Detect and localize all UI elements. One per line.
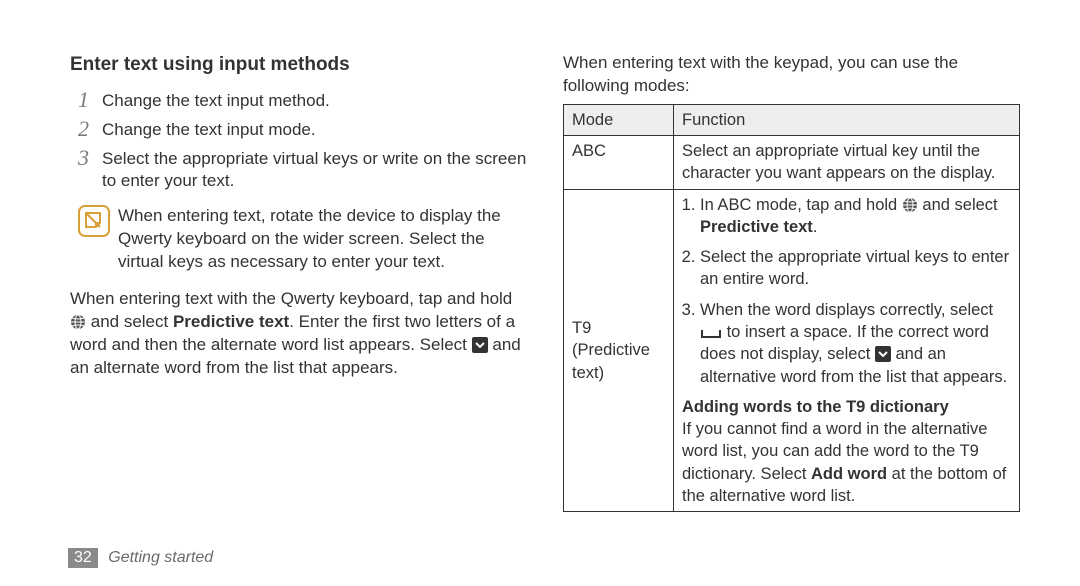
text-fragment: and select: [922, 196, 997, 214]
content-columns: Enter text using input methods 1 Change …: [70, 52, 1020, 512]
table-row: ABC Select an appropriate virtual key un…: [564, 136, 1020, 190]
step-text: Change the text input mode.: [102, 117, 527, 142]
text-fragment: When the word displays correctly, select: [700, 301, 993, 319]
t9-adding-block: Adding words to the T9 dictionary If you…: [682, 396, 1011, 507]
step-row: 3 Select the appropriate virtual keys or…: [70, 146, 527, 194]
chevron-down-icon: [472, 337, 488, 353]
chevron-down-icon: [875, 346, 891, 362]
list-item: Select the appropriate virtual keys to e…: [700, 246, 1011, 291]
cell-mode: ABC: [564, 136, 674, 190]
footer-section: Getting started: [108, 549, 213, 566]
left-column: Enter text using input methods 1 Change …: [70, 52, 527, 512]
t9-adding-heading: Adding words to the T9 dictionary: [682, 398, 949, 416]
step-row: 1 Change the text input method.: [70, 88, 527, 113]
qwerty-paragraph: When entering text with the Qwerty keybo…: [70, 288, 527, 380]
cell-func: Select an appropriate virtual key until …: [674, 136, 1020, 190]
text-fragment: When entering text with the Qwerty keybo…: [70, 289, 512, 308]
section-heading: Enter text using input methods: [70, 52, 527, 78]
modes-table: Mode Function ABC Select an appropriate …: [563, 104, 1020, 512]
cell-func: In ABC mode, tap and hold and select Pre…: [674, 189, 1020, 511]
step-text: Select the appropriate virtual keys or w…: [102, 146, 527, 194]
modes-intro: When entering text with the keypad, you …: [563, 52, 1020, 98]
step-number: 1: [78, 88, 102, 112]
step-text: Change the text input method.: [102, 88, 527, 113]
cell-mode: T9 (Predictive text): [564, 189, 674, 511]
globe-icon: [902, 197, 918, 213]
note-callout: When entering text, rotate the device to…: [78, 201, 527, 278]
note-text: When entering text, rotate the device to…: [118, 205, 521, 274]
text-bold: Add word: [811, 465, 887, 483]
th-mode: Mode: [564, 104, 674, 135]
right-column: When entering text with the keypad, you …: [563, 52, 1020, 512]
table-row: T9 (Predictive text) In ABC mode, tap an…: [564, 189, 1020, 511]
step-row: 2 Change the text input mode.: [70, 117, 527, 142]
space-icon: [700, 328, 722, 340]
step-number: 3: [78, 146, 102, 170]
globe-icon: [70, 314, 86, 330]
list-item: When the word displays correctly, select…: [700, 299, 1011, 388]
th-function: Function: [674, 104, 1020, 135]
page-footer: 32 Getting started: [68, 548, 213, 568]
text-fragment: and select: [91, 312, 173, 331]
list-item: In ABC mode, tap and hold and select Pre…: [700, 194, 1011, 239]
text-bold: Predictive text: [173, 312, 289, 331]
note-icon: [78, 205, 110, 237]
t9-steps: In ABC mode, tap and hold and select Pre…: [682, 194, 1011, 388]
table-header-row: Mode Function: [564, 104, 1020, 135]
page-number: 32: [68, 548, 98, 568]
step-number: 2: [78, 117, 102, 141]
text-bold: Predictive text: [700, 218, 813, 236]
text-fragment: .: [813, 218, 818, 236]
text-fragment: In ABC mode, tap and hold: [700, 196, 902, 214]
